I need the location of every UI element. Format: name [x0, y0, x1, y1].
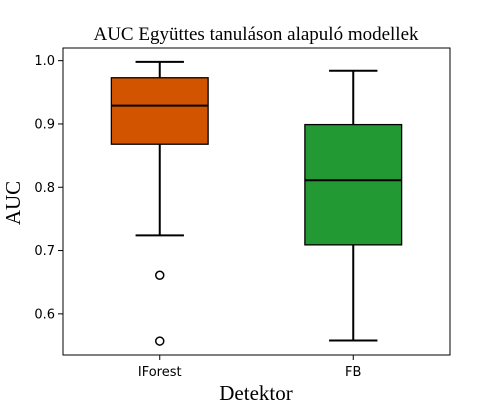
- y-tick-label: 0.7: [34, 244, 55, 259]
- box-fb: [304, 123, 403, 246]
- x-tick-label: IForest: [138, 365, 182, 380]
- y-tick-label: 0.6: [34, 307, 55, 322]
- chart-title: AUC Együttes tanuláson alapuló modellek: [93, 24, 419, 45]
- y-axis-label: AUC: [1, 181, 25, 225]
- box-iforest: [110, 77, 209, 145]
- y-tick-label: 0.8: [34, 181, 55, 196]
- y-tick-label: 1.0: [34, 54, 55, 69]
- y-tick-label: 0.9: [34, 117, 55, 132]
- plot-area: [62, 47, 451, 356]
- chart-marks: 0.6 0.7 0.8 0.9 1.0 IForest FB: [34, 54, 403, 380]
- outlier-point: [155, 270, 165, 280]
- outlier-point: [155, 336, 165, 346]
- x-axis-label: Detektor: [219, 381, 292, 400]
- x-tick-label: FB: [345, 365, 361, 380]
